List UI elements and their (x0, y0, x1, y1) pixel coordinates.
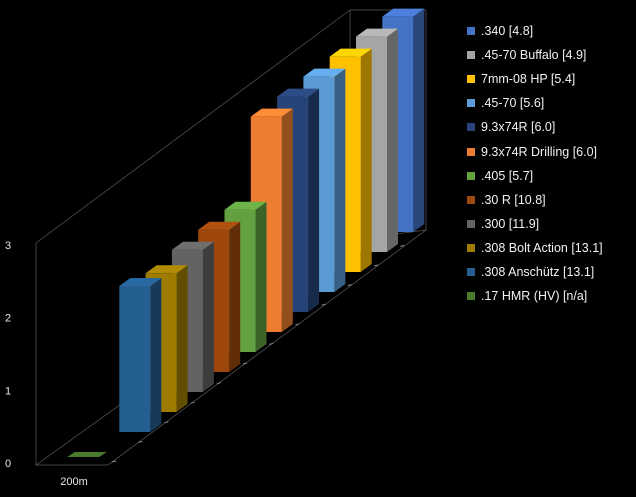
legend-item: 9.3x74R [6.0] (467, 115, 635, 139)
depth-tick (164, 421, 169, 424)
legend-label: .45-70 [5.6] (481, 96, 545, 111)
legend-swatch (467, 267, 475, 276)
bar-side (255, 201, 267, 352)
bar-top (382, 8, 425, 17)
top-wall-edge (35, 9, 351, 244)
legend-label: .308 Anschütz [13.1] (481, 264, 595, 279)
legend-item: .45-70 [5.6] (467, 91, 635, 115)
x-axis-tick-label: 200m (60, 476, 88, 488)
bar-side (308, 88, 320, 312)
legend-label: .308 Bolt Action [13.1] (481, 240, 603, 255)
depth-tick (242, 362, 248, 365)
depth-tick (269, 342, 274, 345)
bar (119, 278, 162, 432)
legend-swatch (467, 123, 475, 132)
bar-side (413, 8, 425, 232)
legend-label: .300 [11.9] (481, 216, 540, 231)
bar (67, 452, 107, 457)
bar-top (119, 278, 162, 286)
bar-side (229, 221, 241, 372)
bar-side (387, 28, 398, 252)
bar-top (303, 68, 346, 77)
legend-label: .340 [4.8] (481, 24, 534, 39)
y-axis-tick-label: 3 (5, 240, 11, 252)
bar-side (334, 68, 346, 292)
depth-tick (347, 284, 352, 287)
bar-top (329, 48, 372, 57)
legend-item: .17 HMR (HV) [n/a] (467, 284, 635, 308)
legend-swatch (467, 292, 475, 301)
bar-top (145, 265, 188, 274)
y-axis-tick-label: 1 (5, 385, 11, 397)
depth-tick (190, 401, 195, 404)
bar-front (119, 286, 151, 432)
legend-item: .30 R [10.8] (467, 188, 635, 212)
legend-item: 9.3x74R Drilling [6.0] (467, 139, 635, 163)
bar-side (281, 108, 293, 332)
legend-item: .45-70 Buffalo [4.9] (467, 43, 635, 67)
legend-item: .300 [11.9] (467, 212, 635, 236)
bar-top (171, 241, 214, 250)
legend-item: .308 Anschütz [13.1] (467, 260, 635, 284)
legend-swatch (467, 75, 475, 84)
legend-item: .405 [5.7] (467, 164, 635, 188)
bar-top (356, 28, 398, 37)
legend-label: 7mm-08 HP [5.4] (481, 72, 576, 87)
bar-top (250, 108, 293, 117)
legend-label: .30 R [10.8] (481, 192, 546, 207)
legend-label: .45-70 Buffalo [4.9] (481, 48, 587, 63)
legend-item: .308 Bolt Action [13.1] (467, 236, 635, 260)
bar-side (360, 48, 372, 272)
legend-swatch (467, 51, 475, 60)
legend-item: .340 [4.8] (467, 19, 635, 43)
depth-tick (111, 460, 117, 463)
legend-swatch (467, 147, 475, 156)
legend-swatch (467, 195, 475, 204)
y-axis-tick-label: 2 (5, 313, 11, 325)
bar-top (277, 88, 320, 97)
legend-swatch (467, 219, 475, 228)
legend-item: 7mm-08 HP [5.4] (467, 67, 635, 91)
depth-tick (295, 323, 300, 326)
depth-tick (373, 264, 379, 267)
legend-label: .17 HMR (HV) [n/a] (481, 289, 588, 304)
legend-label: 9.3x74R [6.0] (481, 120, 556, 135)
bar-series (67, 8, 425, 457)
legend-swatch (467, 171, 475, 180)
bar-top (224, 201, 267, 210)
bar-side (202, 241, 214, 392)
bar-top (198, 221, 241, 230)
bar-top (67, 452, 107, 457)
depth-tick (321, 303, 326, 306)
legend-label: 9.3x74R Drilling [6.0] (481, 144, 598, 159)
bar-side (176, 265, 188, 412)
bar-side (150, 278, 162, 432)
depth-tick (400, 244, 405, 247)
chart-legend: .340 [4.8] .45-70 Buffalo [4.9] 7mm-08 HP … (467, 19, 635, 308)
y-axis-tick-label: 0 (5, 458, 11, 470)
depth-tick (216, 382, 221, 385)
legend-swatch (467, 99, 475, 108)
depth-tick (138, 440, 143, 443)
legend-swatch (467, 243, 475, 252)
y-axis: 0 1 2 3 (5, 240, 11, 470)
legend-label: .405 [5.7] (481, 168, 534, 183)
legend-swatch (467, 27, 475, 36)
